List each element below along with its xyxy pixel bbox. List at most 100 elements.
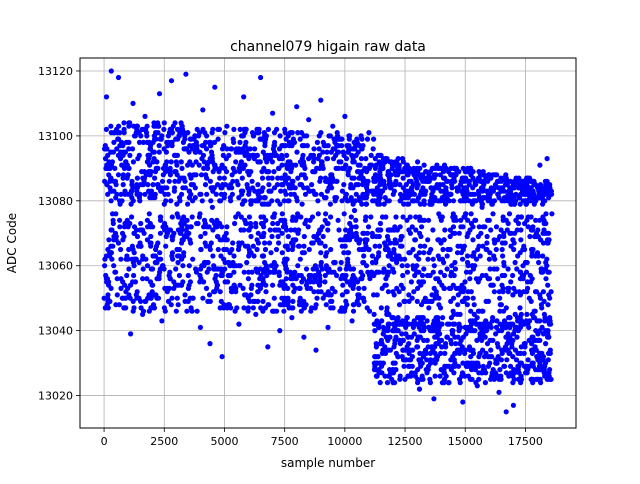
data-point	[503, 370, 509, 376]
data-point	[143, 256, 149, 262]
data-point	[411, 172, 417, 178]
data-point	[445, 380, 451, 386]
data-point	[140, 182, 146, 188]
data-point	[430, 344, 436, 350]
data-point	[463, 331, 469, 337]
data-point	[206, 224, 212, 230]
data-point	[474, 383, 480, 389]
data-point	[535, 331, 541, 337]
data-point	[458, 289, 464, 295]
data-point	[520, 188, 526, 194]
data-point	[324, 250, 330, 256]
data-point	[113, 237, 119, 243]
data-point	[249, 178, 255, 184]
data-point	[392, 224, 398, 230]
data-point	[531, 315, 537, 321]
data-point	[204, 133, 210, 139]
data-point	[371, 136, 377, 142]
data-point	[539, 324, 545, 330]
data-point	[208, 198, 214, 204]
data-point	[407, 214, 413, 220]
data-point	[241, 94, 247, 100]
data-point	[169, 214, 175, 220]
data-point	[441, 237, 447, 243]
data-point	[193, 266, 199, 272]
data-point	[462, 279, 468, 285]
data-point	[188, 224, 194, 230]
data-point	[194, 308, 200, 314]
data-point	[172, 178, 178, 184]
data-point	[140, 175, 146, 181]
data-point	[337, 266, 343, 272]
data-point	[180, 139, 186, 145]
data-point	[228, 285, 234, 291]
data-point	[276, 156, 282, 162]
data-point	[272, 269, 278, 275]
data-point	[258, 282, 264, 288]
data-point	[429, 191, 435, 197]
data-point	[203, 146, 210, 152]
data-point	[343, 298, 349, 304]
data-point	[317, 279, 323, 285]
data-point	[482, 380, 488, 386]
data-point	[397, 224, 403, 230]
data-point	[506, 211, 513, 217]
data-point	[174, 162, 180, 168]
data-point	[179, 224, 185, 230]
data-point	[341, 182, 347, 188]
data-point	[241, 126, 247, 132]
data-point	[482, 224, 488, 230]
data-point	[520, 276, 526, 282]
data-point	[201, 165, 207, 171]
data-point	[206, 292, 213, 298]
data-point	[335, 217, 341, 223]
data-point	[540, 331, 547, 337]
data-point	[120, 279, 126, 285]
data-point	[181, 233, 187, 240]
data-point	[371, 292, 377, 298]
data-point	[393, 172, 399, 178]
data-point	[501, 233, 507, 240]
data-point	[357, 198, 363, 204]
data-point	[229, 191, 235, 197]
data-point	[263, 263, 269, 269]
data-point	[266, 182, 272, 188]
data-point	[165, 143, 171, 149]
data-point	[147, 172, 153, 178]
data-point	[250, 133, 256, 139]
data-point	[410, 324, 416, 330]
data-point	[231, 126, 237, 132]
data-point	[319, 266, 325, 272]
data-point	[476, 370, 482, 376]
data-point	[489, 373, 495, 379]
data-point	[125, 224, 131, 230]
data-point	[444, 266, 450, 272]
data-point	[515, 328, 522, 334]
data-point	[322, 279, 328, 285]
data-point	[276, 146, 283, 152]
data-point	[349, 146, 355, 152]
data-point	[196, 162, 202, 168]
data-point	[176, 133, 182, 139]
data-point	[517, 201, 523, 207]
data-point	[103, 126, 109, 132]
data-point	[541, 370, 547, 376]
data-point	[231, 269, 237, 275]
data-point	[427, 169, 433, 175]
data-point	[224, 123, 230, 129]
data-point	[233, 289, 239, 295]
data-point	[349, 318, 355, 324]
data-point	[184, 308, 190, 314]
data-point	[331, 269, 337, 275]
data-point	[306, 117, 312, 123]
data-point	[109, 256, 115, 262]
data-point	[487, 337, 493, 343]
data-point	[486, 256, 492, 262]
data-point	[441, 259, 447, 266]
data-point	[382, 195, 388, 201]
data-point	[470, 295, 476, 301]
data-point	[271, 143, 277, 149]
data-point	[173, 136, 179, 142]
